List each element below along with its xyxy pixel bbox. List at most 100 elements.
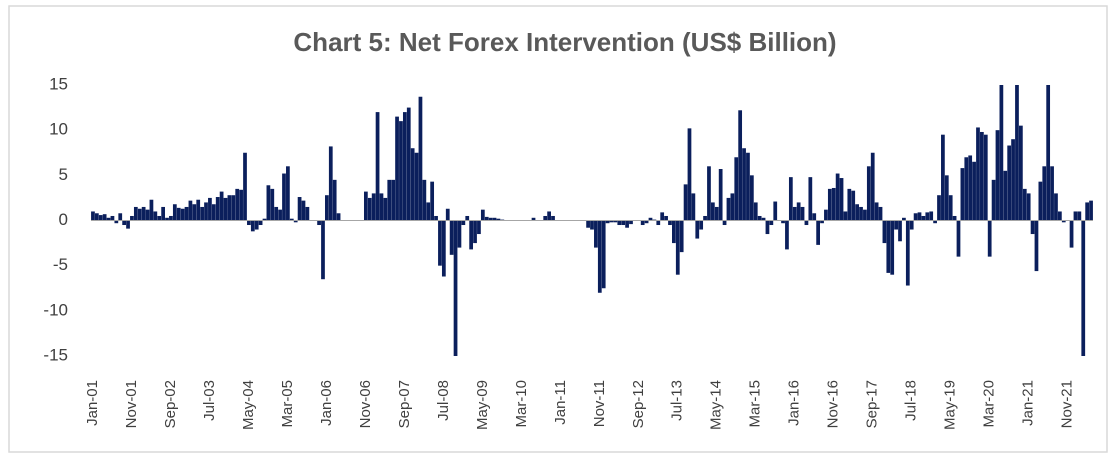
bar [1015, 85, 1019, 221]
bar [621, 220, 626, 226]
bar [422, 179, 427, 221]
bar [687, 128, 692, 221]
bar [461, 220, 466, 226]
bar [449, 220, 454, 255]
bar [952, 215, 957, 221]
bar [991, 179, 996, 221]
bar [1054, 193, 1058, 221]
bar [664, 215, 668, 221]
bar [874, 202, 879, 221]
bar [843, 211, 848, 221]
bar [480, 209, 485, 221]
bar [695, 220, 700, 239]
bar [808, 177, 813, 221]
bar [161, 206, 165, 221]
x-tick-label: Mar-15 [747, 380, 764, 428]
bar [441, 220, 446, 277]
bar [118, 213, 123, 221]
bar [223, 197, 228, 221]
bar [469, 220, 474, 250]
bar [765, 220, 770, 235]
bar [804, 220, 809, 226]
bar [363, 191, 368, 221]
bar [824, 209, 828, 221]
bar [788, 177, 793, 221]
x-tick-label: Sep-12 [630, 380, 647, 428]
bar [289, 218, 294, 221]
bar [1081, 220, 1086, 356]
x-tick-label: Jul-08 [435, 380, 452, 421]
bar [254, 220, 259, 230]
bar [738, 110, 743, 221]
x-tick-label: May-14 [708, 380, 725, 430]
bar [192, 204, 197, 221]
bar [898, 220, 902, 242]
bar [301, 200, 306, 221]
x-tick-label: Jan-11 [552, 380, 569, 425]
bar [746, 152, 750, 221]
bar [902, 217, 906, 221]
bar [726, 197, 731, 221]
bar [613, 220, 618, 223]
bar [200, 206, 204, 221]
x-tick-label: Nov-11 [591, 380, 608, 427]
bar [383, 197, 388, 221]
bar [196, 199, 201, 221]
bar [1019, 125, 1023, 221]
bar [328, 146, 333, 221]
x-tick-label: Nov-01 [123, 380, 140, 428]
bar [438, 220, 442, 266]
bar [816, 220, 821, 245]
bar [477, 220, 481, 235]
bar [995, 130, 1000, 221]
bar [215, 197, 220, 221]
bar [703, 215, 707, 221]
bar [948, 195, 953, 221]
bar [792, 206, 797, 221]
bar [749, 175, 754, 221]
bar [282, 173, 286, 221]
bar [1085, 202, 1090, 221]
bar [1034, 220, 1039, 272]
bar [145, 209, 150, 221]
bar [1003, 170, 1008, 221]
bar [668, 220, 672, 226]
bar [227, 195, 232, 221]
bar [465, 215, 470, 221]
bar [761, 217, 766, 221]
x-tick-label: Nov-21 [1059, 380, 1076, 428]
x-tick-label: Jan-21 [1020, 380, 1037, 426]
bar [781, 220, 785, 224]
bar [831, 187, 836, 221]
bar [496, 218, 501, 221]
bar [605, 220, 610, 224]
bar [941, 134, 945, 221]
x-tick-label: May-09 [474, 380, 491, 430]
bar [855, 204, 859, 221]
bar [262, 218, 267, 221]
bar [406, 107, 411, 221]
bar [863, 209, 867, 221]
bar [785, 220, 789, 250]
y-tick-label: -15 [43, 345, 68, 364]
bar [882, 220, 887, 244]
bar [157, 215, 162, 221]
bar [1011, 139, 1015, 221]
x-tick-label: Nov-06 [357, 380, 374, 428]
bar [258, 220, 263, 226]
bar [1073, 211, 1078, 221]
bar [266, 185, 271, 221]
bar [492, 217, 497, 221]
bar [418, 96, 423, 221]
bar [835, 173, 840, 221]
bar [250, 220, 255, 232]
bar [601, 220, 606, 289]
bar [317, 220, 321, 226]
bar [1030, 220, 1035, 235]
y-tick-label: 10 [49, 120, 68, 139]
bar [211, 204, 216, 221]
bar [976, 127, 980, 221]
bar [231, 195, 236, 221]
y-tick-label: 0 [59, 210, 68, 229]
bar [293, 220, 298, 223]
